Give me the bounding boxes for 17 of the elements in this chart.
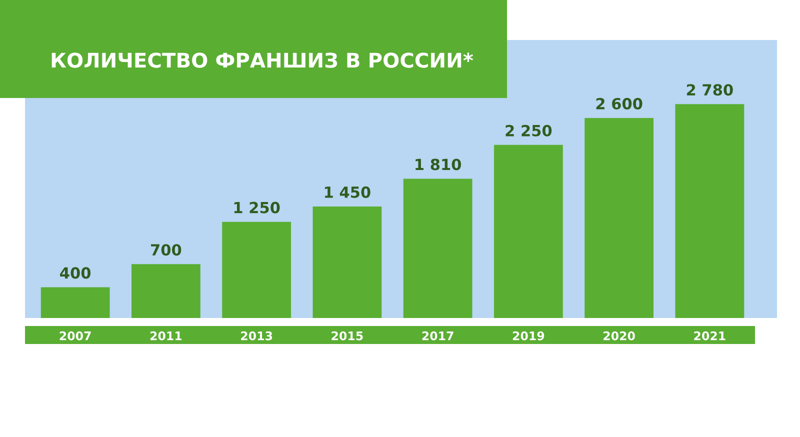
data-label: 400	[60, 267, 91, 279]
x-tick-label: 2017	[422, 331, 454, 340]
x-tick-label: 2021	[694, 331, 726, 340]
data-label: 1 450	[324, 186, 370, 198]
x-tick-label: 2019	[512, 331, 544, 340]
data-label: 1 250	[234, 202, 280, 214]
data-label: 2 600	[596, 98, 642, 110]
x-tick-label: 2007	[60, 331, 91, 340]
chart-title: КОЛИЧЕСТВО ФРАНШИЗ В РОССИИ*	[52, 52, 474, 68]
data-label: 1 810	[416, 158, 461, 170]
data-label: 2 250	[506, 124, 552, 136]
data-label: 2 780	[686, 84, 733, 96]
x-tick-label: 2011	[150, 331, 182, 340]
data-label: 700	[151, 244, 182, 256]
x-tick-label: 2013	[241, 331, 272, 340]
x-tick-label: 2015	[332, 331, 363, 340]
x-tick-label: 2020	[604, 331, 635, 340]
